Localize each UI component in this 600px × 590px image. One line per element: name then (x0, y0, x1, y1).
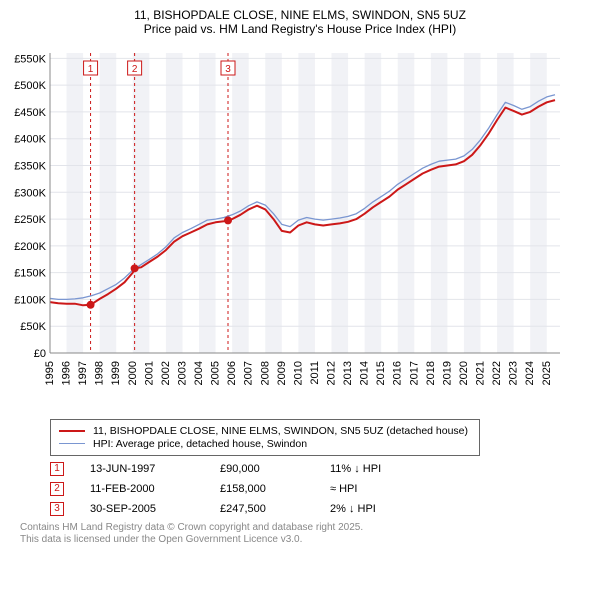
svg-text:£100K: £100K (14, 294, 46, 306)
svg-text:2016: 2016 (392, 361, 404, 385)
footnote-line-1: Contains HM Land Registry data © Crown c… (20, 522, 363, 533)
svg-text:2000: 2000 (127, 361, 139, 385)
sale-price: £158,000 (220, 483, 330, 495)
svg-text:2022: 2022 (491, 361, 503, 385)
sale-marker-3: 3 (50, 502, 64, 516)
svg-text:1999: 1999 (110, 361, 122, 385)
svg-text:£300K: £300K (14, 187, 46, 199)
sales-table: 1 13-JUN-1997 £90,000 11% ↓ HPI 2 11-FEB… (50, 462, 590, 516)
chart-subtitle: Price paid vs. HM Land Registry's House … (10, 22, 590, 36)
svg-text:2009: 2009 (276, 361, 288, 385)
footnote: Contains HM Land Registry data © Crown c… (20, 522, 590, 547)
legend-swatch-hpi (59, 443, 85, 444)
svg-text:2003: 2003 (176, 361, 188, 385)
sale-price: £90,000 (220, 463, 330, 475)
svg-text:3: 3 (225, 64, 231, 75)
sale-date: 13-JUN-1997 (90, 463, 220, 475)
svg-text:£150K: £150K (14, 267, 46, 279)
sale-marker-2: 2 (50, 482, 64, 496)
svg-text:2002: 2002 (160, 361, 172, 385)
svg-text:2014: 2014 (359, 361, 371, 385)
svg-text:£550K: £550K (14, 53, 46, 65)
svg-text:2006: 2006 (226, 361, 238, 385)
sale-marker-1: 1 (50, 462, 64, 476)
svg-text:2004: 2004 (193, 361, 205, 385)
svg-text:2011: 2011 (309, 361, 321, 385)
legend-item-price-paid: 11, BISHOPDALE CLOSE, NINE ELMS, SWINDON… (59, 425, 471, 437)
svg-text:2021: 2021 (475, 361, 487, 385)
svg-text:2005: 2005 (210, 361, 222, 385)
svg-text:2013: 2013 (342, 361, 354, 385)
svg-text:£400K: £400K (14, 133, 46, 145)
svg-text:2015: 2015 (375, 361, 387, 385)
legend-label-price-paid: 11, BISHOPDALE CLOSE, NINE ELMS, SWINDON… (93, 425, 468, 437)
svg-text:1998: 1998 (94, 361, 106, 385)
svg-text:2018: 2018 (425, 361, 437, 385)
svg-text:2024: 2024 (524, 361, 536, 385)
svg-text:2019: 2019 (441, 361, 453, 385)
sale-delta: 2% ↓ HPI (330, 503, 440, 515)
svg-text:2: 2 (132, 64, 138, 75)
sale-date: 11-FEB-2000 (90, 483, 220, 495)
svg-text:2025: 2025 (541, 361, 553, 385)
chart-title: 11, BISHOPDALE CLOSE, NINE ELMS, SWINDON… (10, 8, 590, 22)
legend-label-hpi: HPI: Average price, detached house, Swin… (93, 438, 307, 450)
svg-text:£0: £0 (34, 348, 46, 360)
svg-text:£450K: £450K (14, 107, 46, 119)
svg-text:1: 1 (88, 64, 94, 75)
svg-text:1995: 1995 (44, 361, 56, 385)
sale-price: £247,500 (220, 503, 330, 515)
svg-text:2020: 2020 (458, 361, 470, 385)
chart-container: { "title": "11, BISHOPDALE CLOSE, NINE E… (0, 0, 600, 547)
chart-plot-area: £0 £50K £100K £150K £200K £250K £300K £350K £400… (10, 45, 570, 415)
svg-text:2012: 2012 (325, 361, 337, 385)
sale-delta: ≈ HPI (330, 483, 440, 495)
svg-text:2001: 2001 (143, 361, 155, 385)
svg-text:2008: 2008 (259, 361, 271, 385)
svg-text:£50K: £50K (20, 321, 46, 333)
svg-text:£200K: £200K (14, 241, 46, 253)
svg-text:£350K: £350K (14, 160, 46, 172)
legend-box: 11, BISHOPDALE CLOSE, NINE ELMS, SWINDON… (50, 419, 480, 456)
footnote-line-2: This data is licensed under the Open Gov… (20, 534, 302, 545)
svg-text:2023: 2023 (508, 361, 520, 385)
svg-text:2010: 2010 (292, 361, 304, 385)
svg-text:£250K: £250K (14, 214, 46, 226)
sale-row: 1 13-JUN-1997 £90,000 11% ↓ HPI (50, 462, 590, 476)
legend-item-hpi: HPI: Average price, detached house, Swin… (59, 438, 471, 450)
chart-svg: £0 £50K £100K £150K £200K £250K £300K £350K £400… (10, 45, 570, 415)
sale-row: 3 30-SEP-2005 £247,500 2% ↓ HPI (50, 502, 590, 516)
sale-date: 30-SEP-2005 (90, 503, 220, 515)
svg-text:1997: 1997 (77, 361, 89, 385)
svg-text:2017: 2017 (408, 361, 420, 385)
sale-delta: 11% ↓ HPI (330, 463, 440, 475)
sale-row: 2 11-FEB-2000 £158,000 ≈ HPI (50, 482, 590, 496)
legend-swatch-price-paid (59, 430, 85, 432)
svg-text:£500K: £500K (14, 80, 46, 92)
svg-text:2007: 2007 (243, 361, 255, 385)
svg-text:1996: 1996 (61, 361, 73, 385)
